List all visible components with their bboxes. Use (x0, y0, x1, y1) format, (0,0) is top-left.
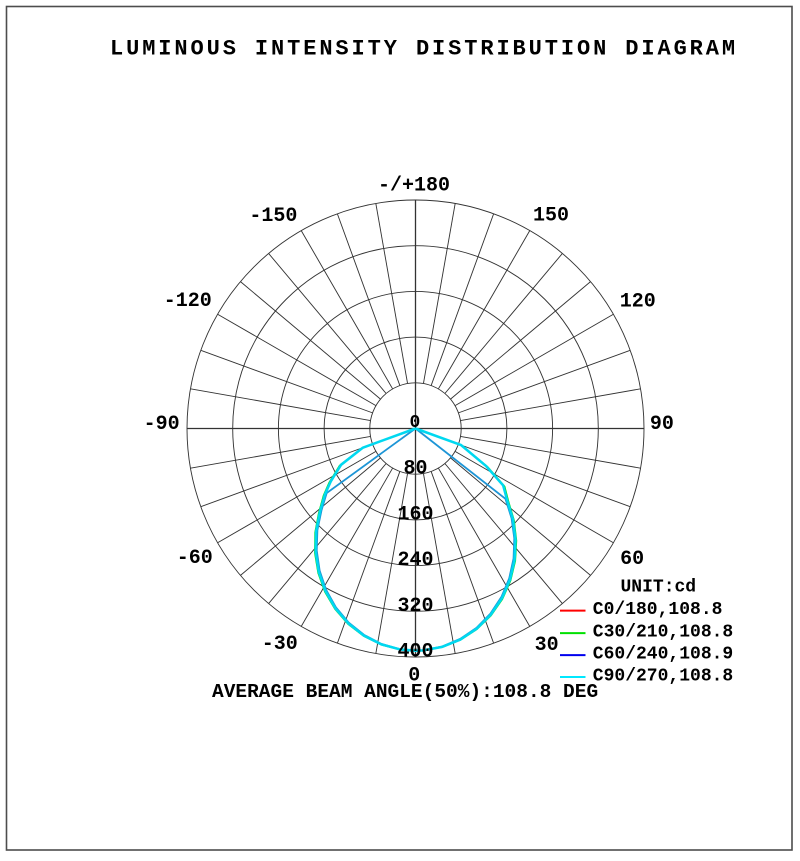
svg-text:400: 400 (397, 641, 433, 664)
svg-text:-120: -120 (164, 290, 212, 313)
svg-text:-90: -90 (144, 413, 180, 436)
svg-text:C60/240,108.9: C60/240,108.9 (593, 644, 733, 664)
svg-text:-150: -150 (249, 205, 297, 228)
svg-text:-/+180: -/+180 (378, 174, 450, 197)
svg-text:90: 90 (650, 413, 674, 436)
svg-text:C30/210,108.8: C30/210,108.8 (593, 622, 733, 642)
svg-text:UNIT:cd: UNIT:cd (620, 577, 696, 597)
svg-text:30: 30 (535, 634, 559, 657)
svg-text:240: 240 (397, 549, 433, 572)
svg-text:80: 80 (403, 458, 427, 481)
svg-text:150: 150 (533, 204, 569, 227)
svg-text:60: 60 (620, 548, 644, 571)
svg-text:0: 0 (408, 665, 420, 688)
svg-text:120: 120 (620, 290, 656, 313)
svg-text:-30: -30 (262, 633, 298, 656)
svg-text:320: 320 (397, 595, 433, 618)
svg-text:LUMINOUS INTENSITY DISTRIBUTIO: LUMINOUS INTENSITY DISTRIBUTION DIAGRAM (110, 37, 738, 62)
svg-text:AVERAGE BEAM ANGLE(50%):108.8: AVERAGE BEAM ANGLE(50%):108.8 DEG (212, 681, 598, 703)
svg-text:0: 0 (409, 413, 420, 433)
svg-text:160: 160 (397, 503, 433, 526)
svg-text:C0/180,108.8: C0/180,108.8 (593, 600, 723, 620)
svg-text:C90/270,108.8: C90/270,108.8 (593, 666, 733, 686)
svg-text:-60: -60 (177, 547, 213, 570)
